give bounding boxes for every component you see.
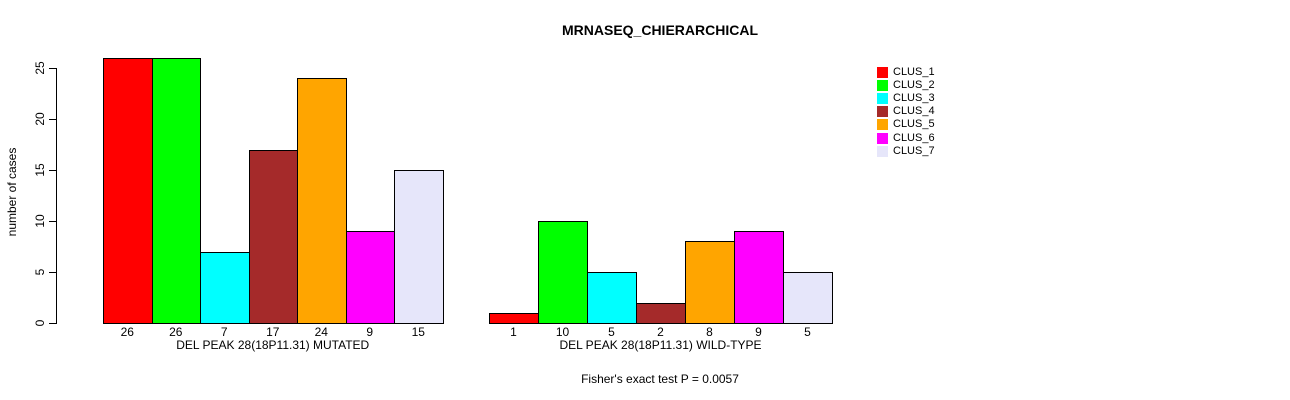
y-axis-tick-label: 0: [33, 319, 47, 327]
bar: [297, 78, 347, 324]
bar-value-label: 26: [120, 325, 134, 339]
bar-value-label: 5: [608, 325, 615, 339]
legend-swatch: [877, 79, 888, 91]
y-axis-tick-label: 15: [33, 163, 47, 177]
legend-swatch: [877, 106, 888, 118]
y-axis-tick: [49, 322, 56, 324]
legend-label: CLUS_5: [893, 118, 935, 131]
bar: [489, 312, 539, 324]
bar-value-label: 10: [555, 325, 570, 339]
y-axis-tick: [49, 271, 56, 273]
legend-label: CLUS_7: [893, 144, 935, 157]
bar: [200, 251, 250, 324]
y-axis-line: [56, 68, 57, 324]
bar: [783, 272, 833, 324]
annotation-fisher-test: Fisher's exact test P = 0.0057: [581, 372, 739, 386]
legend-label: CLUS_6: [893, 131, 935, 144]
bar-value-label: 24: [314, 325, 328, 339]
y-axis-label: number of cases: [5, 147, 19, 237]
legend-swatch: [877, 145, 888, 157]
bar: [685, 241, 735, 324]
bar-value-label: 9: [366, 325, 374, 339]
legend-swatch: [877, 66, 888, 78]
y-axis-tick: [49, 169, 56, 171]
y-axis-tick-label: 25: [33, 61, 47, 75]
bar-value-label: 9: [755, 325, 762, 339]
legend-swatch: [877, 132, 888, 144]
y-axis-tick-label: 5: [33, 268, 47, 276]
y-axis-tick: [49, 67, 56, 69]
bar: [151, 57, 201, 324]
legend-swatch: [877, 92, 888, 104]
x-axis-group-label: DEL PEAK 28(18P11.31) WILD-TYPE: [559, 338, 762, 352]
legend-label: CLUS_3: [893, 91, 935, 104]
bar: [345, 231, 395, 324]
bar: [587, 272, 637, 324]
legend-label: CLUS_1: [893, 65, 935, 78]
bar-value-label: 26: [169, 325, 183, 339]
bar-value-label: 7: [220, 325, 228, 339]
bar-value-label: 17: [266, 325, 280, 339]
bar: [103, 57, 153, 324]
legend-swatch: [877, 119, 888, 131]
bar-value-label: 15: [411, 325, 425, 339]
bar-value-label: 5: [804, 325, 811, 339]
bar: [734, 231, 784, 324]
bar-value-label: 2: [657, 325, 664, 339]
bar: [636, 302, 686, 324]
bar: [538, 221, 588, 324]
x-axis-group-label: DEL PEAK 28(18P11.31) MUTATED: [176, 338, 370, 352]
y-axis-tick: [49, 220, 56, 222]
y-axis-tick-label: 20: [33, 112, 47, 126]
y-axis-tick-label: 10: [33, 214, 47, 228]
bar-value-label: 8: [706, 325, 713, 339]
chart-title: MRNASEQ_CHIERARCHICAL: [561, 22, 759, 38]
legend-label: CLUS_2: [893, 78, 935, 91]
legend-label: CLUS_4: [893, 105, 935, 118]
bar: [394, 170, 444, 324]
bar: [248, 149, 298, 324]
y-axis-tick: [49, 118, 56, 120]
bar-value-label: 1: [510, 325, 517, 339]
